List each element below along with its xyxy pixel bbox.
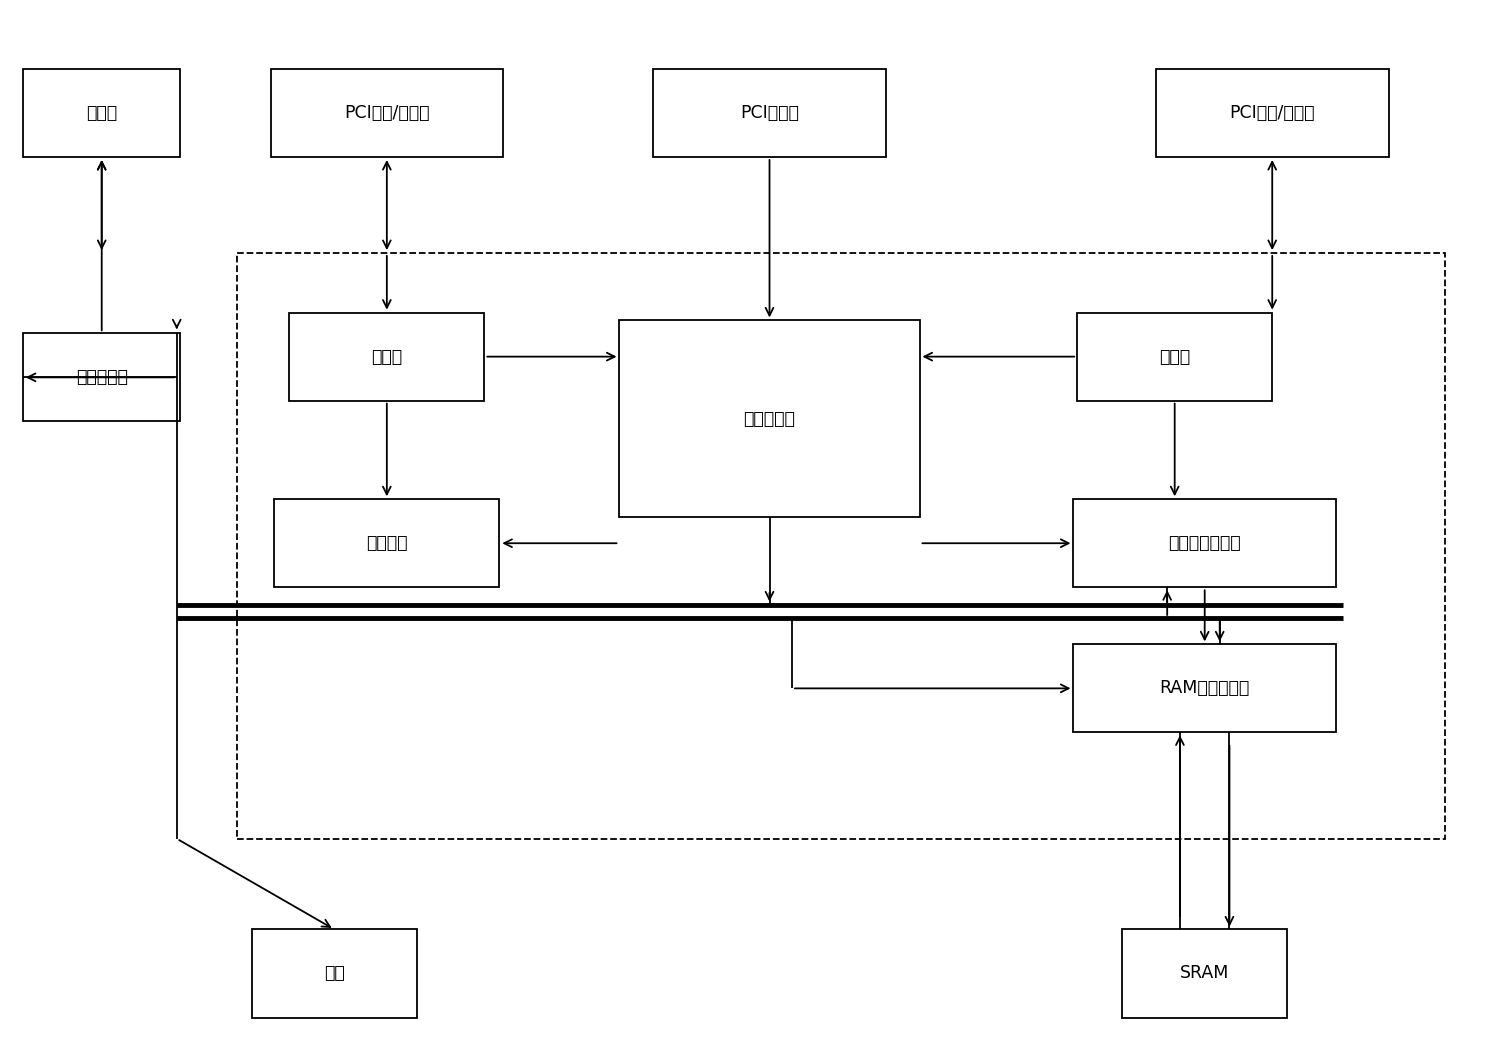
Text: 输入输出控制器: 输入输出控制器 <box>1168 534 1240 552</box>
Bar <box>23 69 181 157</box>
Bar <box>1073 645 1335 733</box>
Bar <box>252 929 416 1018</box>
Bar <box>1123 929 1287 1018</box>
Text: 校验块: 校验块 <box>1159 348 1191 366</box>
Bar <box>1156 69 1388 157</box>
Text: PCI数据/地址线: PCI数据/地址线 <box>344 104 430 122</box>
Text: RAM读写控制器: RAM读写控制器 <box>1159 679 1249 697</box>
Text: 中断控制器: 中断控制器 <box>75 369 128 387</box>
Text: 外设: 外设 <box>324 965 344 982</box>
Bar <box>270 69 502 157</box>
Bar <box>275 500 499 587</box>
Text: 校验块: 校验块 <box>371 348 403 366</box>
Text: 中断线: 中断线 <box>86 104 118 122</box>
Bar <box>290 312 484 400</box>
Bar <box>1073 500 1335 587</box>
Text: 配置中心: 配置中心 <box>367 534 407 552</box>
Text: 核心状态机: 核心状态机 <box>744 410 795 427</box>
Bar <box>619 321 919 517</box>
Bar <box>23 333 181 421</box>
Bar <box>653 69 886 157</box>
Text: PCI控制线: PCI控制线 <box>739 104 798 122</box>
Bar <box>237 253 1444 839</box>
Text: SRAM: SRAM <box>1180 965 1230 982</box>
Bar <box>1077 312 1272 400</box>
Text: PCI数据/地址线: PCI数据/地址线 <box>1230 104 1314 122</box>
